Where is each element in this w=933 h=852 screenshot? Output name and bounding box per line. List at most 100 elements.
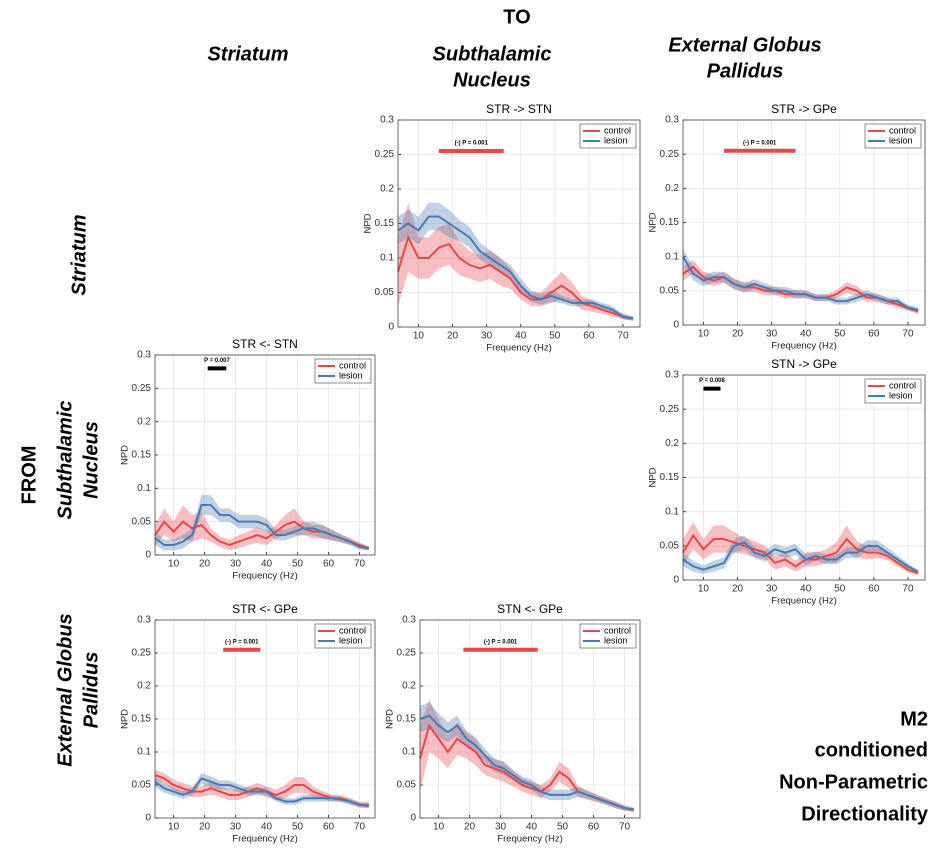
y-tick-label: 0.15 [132, 450, 152, 461]
x-tick-label: 70 [617, 331, 629, 342]
x-tick-label: 30 [495, 822, 507, 833]
legend-label: control [339, 360, 366, 370]
y-tick-label: 0 [410, 813, 416, 824]
series-line [397, 234, 634, 320]
row-title: Striatum [68, 214, 90, 295]
x-axis-label: Frequency (Hz) [771, 596, 836, 607]
x-tick-label: 50 [292, 822, 304, 833]
x-tick-label: 10 [698, 329, 710, 340]
significance-label: (-) P = 0.001 [743, 140, 777, 146]
x-tick-label: 20 [732, 584, 744, 595]
x-tick-label: 70 [902, 329, 914, 340]
legend-label: control [889, 380, 916, 390]
y-tick-label: 0.2 [665, 438, 679, 449]
significance-label: (-) P = 0.001 [225, 639, 259, 645]
y-tick-label: 0.15 [132, 714, 152, 725]
axes-box [682, 119, 926, 326]
y-axis-label: NPD [648, 467, 659, 487]
x-tick-label: 60 [868, 329, 880, 340]
legend-box [314, 358, 372, 384]
error-band [420, 699, 634, 813]
x-tick-label: 30 [230, 822, 242, 833]
y-tick-label: 0.3 [402, 615, 416, 626]
x-tick-label: 20 [464, 822, 476, 833]
y-tick-label: 0.25 [132, 648, 152, 659]
series-line [397, 215, 634, 320]
x-tick-label: 40 [515, 331, 527, 342]
x-tick-label: 70 [354, 559, 366, 570]
x-tick-label: 70 [902, 584, 914, 595]
y-tick-label: 0.3 [137, 350, 151, 361]
x-tick-label: 40 [800, 329, 812, 340]
y-tick-label: 0.05 [660, 540, 680, 551]
y-tick-label: 0.05 [132, 780, 152, 791]
series-line [682, 533, 919, 575]
x-axis-label: Frequency (Hz) [232, 834, 297, 845]
x-tick-label: 60 [868, 584, 880, 595]
y-tick-label: 0.2 [402, 681, 416, 692]
column-title: Pallidus [707, 60, 784, 82]
y-tick-label: 0.1 [137, 483, 151, 494]
x-axis-label: Frequency (Hz) [497, 834, 562, 845]
y-axis-label: NPD [648, 212, 659, 232]
y-tick-label: 0.1 [402, 747, 416, 758]
y-tick-label: 0.25 [660, 404, 680, 415]
error-band [398, 202, 634, 321]
caption: M2 [900, 708, 928, 730]
y-tick-label: 0.05 [660, 285, 680, 296]
y-tick-label: 0.2 [665, 183, 679, 194]
x-tick-label: 20 [447, 331, 459, 342]
significance-label: (-) P = 0.001 [484, 639, 518, 645]
legend-label: control [889, 125, 916, 135]
chart-title: STR <- STN [232, 337, 298, 351]
column-title: Striatum [207, 43, 288, 65]
error-band [155, 769, 369, 808]
legend-box [314, 623, 372, 649]
x-tick-label: 50 [549, 331, 561, 342]
y-tick-label: 0.05 [132, 516, 152, 527]
caption: Directionality [801, 803, 929, 825]
significance-label: P = 0.008 [699, 378, 725, 384]
legend-label: control [339, 625, 366, 635]
legend-label: control [604, 125, 631, 135]
legend-label: lesion [604, 635, 628, 645]
column-title: External Globus [668, 34, 821, 56]
y-tick-label: 0.3 [665, 115, 679, 126]
column-title: Nucleus [453, 69, 531, 91]
error-band [398, 202, 634, 321]
y-tick-label: 0.15 [375, 218, 395, 229]
x-tick-label: 10 [168, 822, 180, 833]
x-tick-label: 50 [834, 329, 846, 340]
x-axis-label: Frequency (Hz) [486, 343, 551, 354]
x-tick-label: 70 [619, 822, 631, 833]
legend-label: lesion [604, 135, 628, 145]
x-tick-label: 20 [199, 822, 211, 833]
x-axis-label: Frequency (Hz) [232, 571, 297, 582]
error-band [420, 702, 634, 812]
axes-box [397, 119, 641, 328]
from-label: FROM [18, 446, 40, 505]
x-tick-label: 50 [834, 584, 846, 595]
y-tick-label: 0.05 [397, 780, 417, 791]
y-axis-label: NPD [120, 445, 131, 465]
legend-label: lesion [339, 635, 363, 645]
y-tick-label: 0.25 [132, 383, 152, 394]
y-tick-label: 0.25 [660, 149, 680, 160]
y-axis-label: NPD [120, 709, 131, 729]
x-tick-label: 30 [230, 559, 242, 570]
x-tick-label: 10 [698, 584, 710, 595]
x-tick-label: 30 [766, 584, 778, 595]
x-tick-label: 40 [261, 559, 273, 570]
y-tick-label: 0.15 [660, 217, 680, 228]
series-line [419, 714, 634, 811]
legend-label: control [604, 625, 631, 635]
significance-label: P = 0.007 [204, 358, 230, 364]
x-tick-label: 10 [413, 331, 425, 342]
chart-title: STR -> STN [486, 102, 552, 116]
axes-box [154, 619, 376, 819]
chart-title: STN <- GPe [497, 602, 563, 616]
x-tick-label: 20 [199, 559, 211, 570]
axes-box [419, 619, 641, 819]
chart-title: STR <- GPe [232, 602, 298, 616]
